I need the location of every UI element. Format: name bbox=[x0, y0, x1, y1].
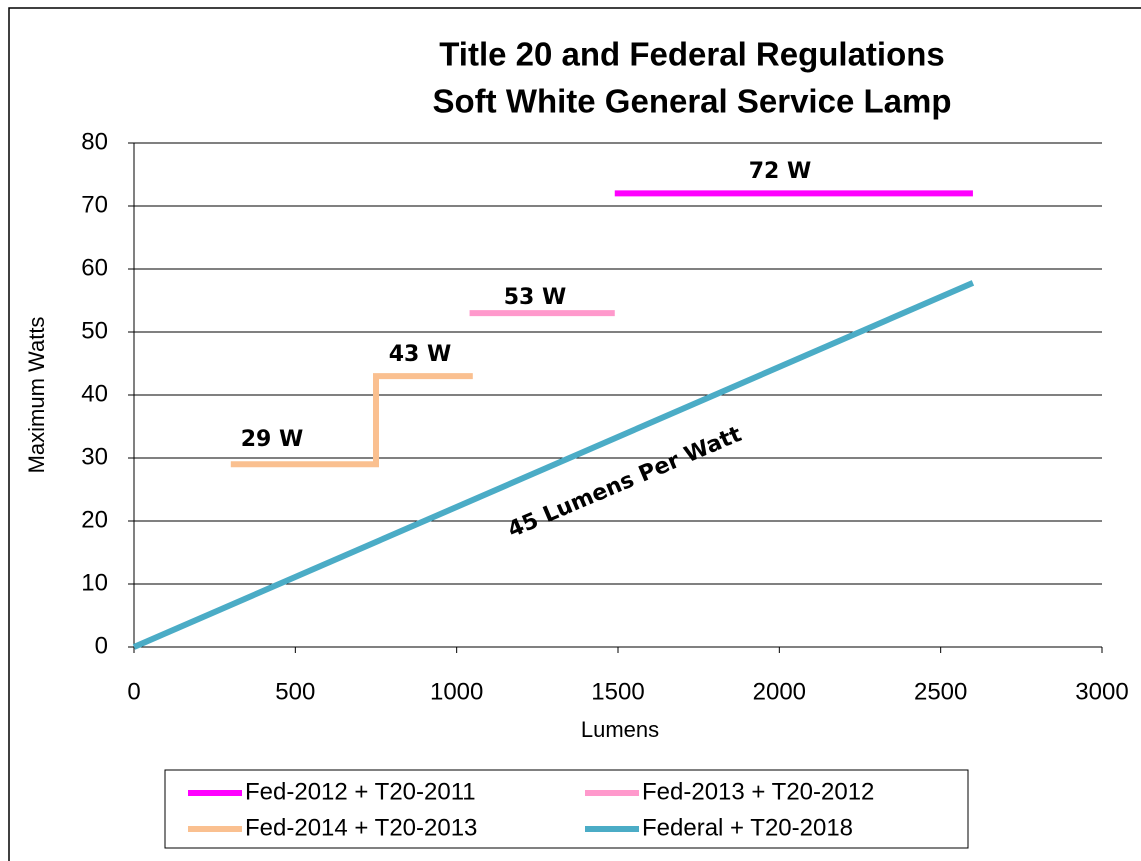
x-tick-label: 500 bbox=[275, 678, 315, 705]
legend-label: Federal + T20-2018 bbox=[642, 814, 853, 841]
x-tick-label: 2500 bbox=[914, 678, 967, 705]
y-tick-label: 40 bbox=[81, 380, 108, 407]
legend-label: Fed-2014 + T20-2013 bbox=[245, 814, 477, 841]
line-series bbox=[230, 373, 473, 468]
y-tick-label: 60 bbox=[81, 254, 108, 281]
y-tick-label: 70 bbox=[81, 191, 108, 218]
annotation: 72 W bbox=[749, 159, 812, 184]
y-axis-label: Maximum Watts bbox=[24, 317, 49, 474]
x-tick-label: 2000 bbox=[753, 678, 806, 705]
chart-title: Title 20 and Federal Regulations bbox=[439, 36, 945, 73]
y-tick-label: 30 bbox=[81, 443, 108, 470]
chart-title: Soft White General Service Lamp bbox=[433, 83, 952, 120]
x-axis-label: Lumens bbox=[581, 717, 659, 742]
legend-label: Fed-2013 + T20-2012 bbox=[642, 778, 874, 805]
chart-frame bbox=[8, 7, 1141, 861]
y-tick-label: 10 bbox=[81, 569, 108, 596]
legend-box bbox=[164, 769, 969, 849]
y-tick-label: 0 bbox=[95, 632, 108, 659]
x-tick-label: 0 bbox=[127, 678, 140, 705]
y-tick-label: 80 bbox=[81, 128, 108, 155]
x-tick-label: 3000 bbox=[1075, 678, 1128, 705]
annotation: 29 W bbox=[241, 427, 304, 452]
line-series bbox=[132, 280, 975, 650]
y-tick-label: 20 bbox=[81, 506, 108, 533]
x-tick-label: 1500 bbox=[591, 678, 644, 705]
x-tick-label: 1000 bbox=[430, 678, 483, 705]
legend-label: Fed-2012 + T20-2011 bbox=[245, 778, 476, 805]
annotation: 53 W bbox=[504, 285, 567, 310]
y-tick-label: 50 bbox=[81, 317, 108, 344]
annotation: 43 W bbox=[389, 342, 452, 367]
